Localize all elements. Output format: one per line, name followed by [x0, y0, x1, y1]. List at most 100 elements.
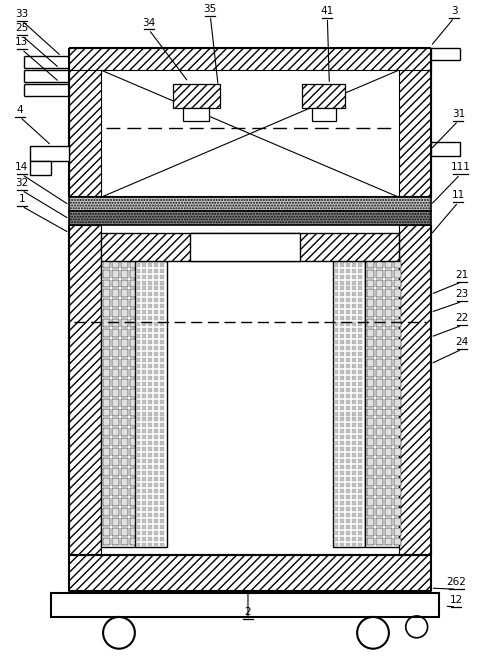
- Bar: [160, 453, 164, 457]
- Bar: [334, 531, 338, 535]
- Bar: [334, 358, 338, 362]
- Bar: [367, 527, 374, 535]
- Bar: [376, 379, 383, 387]
- Bar: [148, 430, 152, 434]
- Bar: [385, 399, 392, 407]
- Bar: [148, 543, 152, 547]
- Bar: [352, 322, 356, 326]
- Bar: [142, 477, 146, 481]
- Bar: [334, 268, 338, 272]
- Bar: [340, 436, 344, 440]
- Bar: [154, 370, 158, 374]
- Bar: [160, 292, 164, 296]
- Bar: [136, 531, 140, 535]
- Bar: [112, 359, 119, 367]
- Text: 21: 21: [456, 270, 469, 280]
- Bar: [154, 459, 158, 463]
- Text: 4: 4: [17, 105, 23, 115]
- Bar: [367, 468, 374, 476]
- Bar: [183, 108, 209, 121]
- Bar: [346, 442, 350, 446]
- Bar: [121, 527, 128, 535]
- Bar: [154, 507, 158, 511]
- Bar: [394, 290, 401, 297]
- Bar: [352, 268, 356, 272]
- Bar: [136, 328, 140, 332]
- Bar: [136, 418, 140, 422]
- Bar: [385, 488, 392, 496]
- Bar: [154, 465, 158, 469]
- Bar: [142, 280, 146, 284]
- Bar: [334, 453, 338, 457]
- Bar: [352, 477, 356, 481]
- Bar: [346, 418, 350, 422]
- Bar: [142, 358, 146, 362]
- Bar: [154, 501, 158, 505]
- Bar: [346, 364, 350, 368]
- Bar: [160, 268, 164, 272]
- Bar: [103, 389, 110, 397]
- Bar: [112, 537, 119, 545]
- Bar: [385, 369, 392, 377]
- Bar: [154, 447, 158, 451]
- Bar: [148, 501, 152, 505]
- Bar: [394, 438, 401, 446]
- Bar: [154, 358, 158, 362]
- Bar: [333, 260, 365, 547]
- Bar: [121, 438, 128, 446]
- Bar: [358, 424, 362, 428]
- Bar: [103, 299, 110, 307]
- Bar: [340, 298, 344, 302]
- Bar: [142, 453, 146, 457]
- Bar: [358, 346, 362, 350]
- Bar: [148, 507, 152, 511]
- Bar: [142, 501, 146, 505]
- Bar: [352, 406, 356, 410]
- Bar: [130, 369, 137, 377]
- Bar: [130, 508, 137, 516]
- Bar: [103, 468, 110, 476]
- Bar: [148, 334, 152, 338]
- Bar: [352, 453, 356, 457]
- Bar: [121, 290, 128, 297]
- Bar: [340, 370, 344, 374]
- Bar: [142, 262, 146, 266]
- Bar: [160, 442, 164, 446]
- Bar: [148, 364, 152, 368]
- Text: 32: 32: [15, 178, 28, 188]
- Bar: [112, 379, 119, 387]
- Bar: [154, 316, 158, 320]
- Bar: [148, 340, 152, 344]
- Text: 23: 23: [456, 290, 469, 299]
- Bar: [358, 465, 362, 469]
- Bar: [358, 537, 362, 541]
- Bar: [367, 498, 374, 506]
- Bar: [394, 379, 401, 387]
- Bar: [148, 418, 152, 422]
- Bar: [142, 376, 146, 380]
- Bar: [394, 428, 401, 436]
- Bar: [346, 525, 350, 529]
- Bar: [346, 262, 350, 266]
- Bar: [142, 447, 146, 451]
- Bar: [160, 483, 164, 487]
- Bar: [121, 428, 128, 436]
- Bar: [136, 465, 140, 469]
- Bar: [142, 459, 146, 463]
- Bar: [148, 513, 152, 517]
- Bar: [358, 286, 362, 290]
- Bar: [358, 262, 362, 266]
- Bar: [160, 531, 164, 535]
- Bar: [154, 471, 158, 475]
- Bar: [142, 364, 146, 368]
- Bar: [154, 424, 158, 428]
- Bar: [136, 370, 140, 374]
- Bar: [130, 270, 137, 278]
- Bar: [112, 478, 119, 486]
- Bar: [352, 316, 356, 320]
- Bar: [160, 358, 164, 362]
- Bar: [376, 527, 383, 535]
- Bar: [148, 298, 152, 302]
- Bar: [154, 531, 158, 535]
- Bar: [385, 408, 392, 416]
